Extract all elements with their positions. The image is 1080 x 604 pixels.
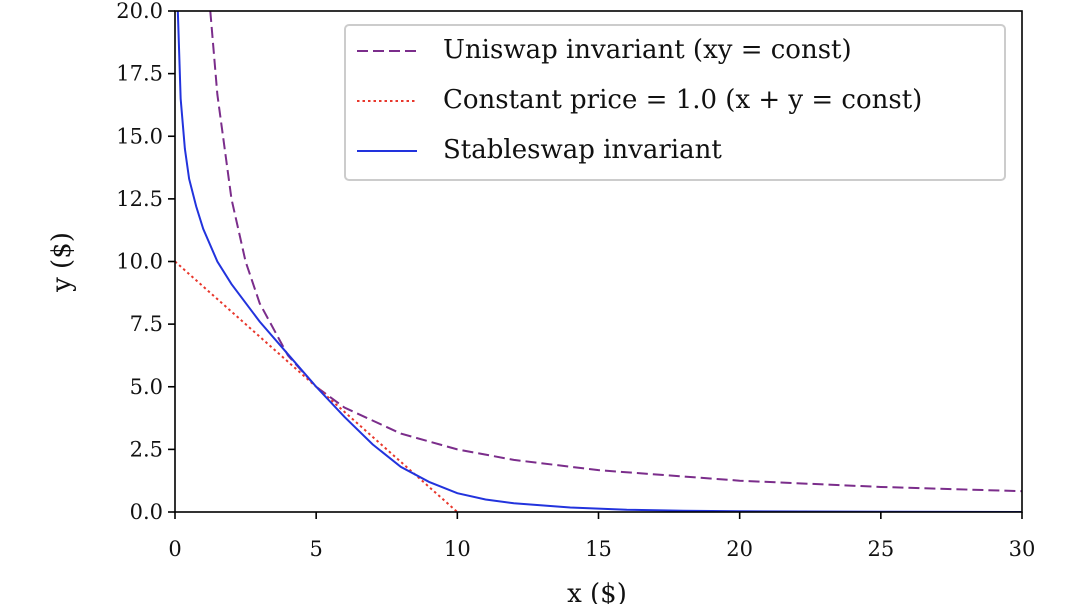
- series-line: [176, 11, 1022, 512]
- y-axis-label: y ($): [47, 232, 77, 293]
- y-tick-label: 0.0: [130, 500, 163, 524]
- legend-box: [344, 24, 1006, 181]
- y-tick-label: 17.5: [116, 62, 163, 86]
- y-tick-label: 5.0: [130, 375, 163, 399]
- legend-label: Constant price = 1.0 (x + y = const): [443, 85, 922, 115]
- series-line: [209, 11, 1022, 493]
- x-tick-label: 30: [1009, 537, 1036, 561]
- x-tick-label: 15: [585, 537, 612, 561]
- x-tick-label: 5: [309, 537, 322, 561]
- x-tick-label: 10: [444, 537, 471, 561]
- x-tick-label: 25: [867, 537, 894, 561]
- y-tick-label: 10.0: [116, 250, 163, 274]
- y-tick-label: 20.0: [116, 0, 163, 23]
- x-tick-label: 0: [168, 537, 181, 561]
- legend-label: Stableswap invariant: [443, 135, 722, 165]
- y-tick-label: 12.5: [116, 187, 163, 211]
- x-tick-label: 20: [726, 537, 753, 561]
- x-axis-label: x ($): [567, 579, 627, 604]
- plot-frame: [174, 10, 1023, 513]
- y-tick-label: 15.0: [116, 124, 163, 148]
- legend-label: Uniswap invariant (xy = const): [443, 35, 852, 65]
- y-tick-label: 2.5: [130, 437, 163, 461]
- y-tick-label: 7.5: [130, 312, 163, 336]
